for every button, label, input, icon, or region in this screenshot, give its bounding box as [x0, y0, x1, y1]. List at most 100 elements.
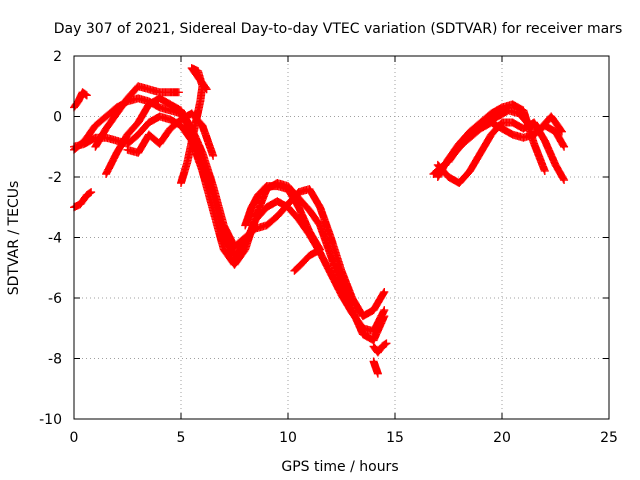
- series-3-segment-28: [369, 313, 388, 345]
- series-5-segment-5: [155, 94, 173, 108]
- series-0-markers: [70, 88, 91, 112]
- series-5-segment-15: [262, 213, 281, 230]
- series-9-end-marker: [382, 339, 391, 348]
- series-3-segment-23: [316, 221, 335, 259]
- series-14-segment-1: [455, 134, 473, 151]
- series-7-markers: [177, 64, 211, 187]
- y-tick-label: -8: [48, 352, 62, 368]
- series-8-segment-8: [306, 245, 325, 259]
- series-14-end-marker: [560, 142, 569, 151]
- x-tick-label: 0: [70, 430, 79, 446]
- series-7-segment-6: [187, 64, 210, 92]
- y-tick-label: -2: [48, 170, 62, 186]
- series-9-segment-2: [378, 340, 390, 351]
- series-2-segment-3: [102, 104, 120, 121]
- y-tick-label: -10: [39, 412, 62, 428]
- series-2-segment-2: [91, 113, 109, 130]
- series-0-segment-2: [78, 88, 90, 99]
- series-3-segment-26: [348, 306, 367, 337]
- series-5-segment-1: [112, 131, 131, 157]
- series-3-segment-21: [294, 194, 313, 214]
- series-5-segment-19: [305, 185, 324, 210]
- series-13-segment-0: [433, 160, 452, 180]
- series-5-end-marker: [380, 287, 389, 296]
- y-tick-label: -6: [48, 291, 62, 307]
- series-8-segment-0: [241, 204, 256, 230]
- series-8-end-marker: [290, 266, 299, 275]
- series-3-end-marker: [380, 312, 389, 321]
- y-axis-label: SDTVAR / TECUs: [6, 181, 22, 296]
- series-6-end-marker: [209, 151, 218, 160]
- series-5-segment-12: [230, 234, 248, 251]
- series-5-segment-6: [166, 100, 184, 114]
- series-6-segment-7: [198, 121, 217, 159]
- series-5-segment-20: [316, 203, 335, 241]
- series-5-segment-13: [241, 225, 259, 242]
- series-4-segment-3: [123, 83, 142, 103]
- series-5-segment-3: [134, 101, 153, 127]
- series-14-segment-5: [498, 124, 516, 138]
- series-3-segment-5: [123, 131, 141, 148]
- y-tick-label: 2: [53, 49, 62, 65]
- series-4-segment-2: [112, 95, 131, 118]
- series-0-end-marker: [82, 91, 91, 100]
- x-tick-label: 15: [386, 430, 404, 446]
- x-tick-label: 10: [279, 430, 297, 446]
- series-3-segment-22: [305, 206, 324, 229]
- series-13-segment-3: [465, 150, 484, 175]
- series-14-segment-10: [551, 127, 568, 150]
- series-9-segment-1: [373, 343, 386, 357]
- series-3-segment-25: [337, 281, 356, 313]
- series-13-end-marker: [560, 176, 569, 185]
- series-5-segment-2: [123, 119, 142, 139]
- series-4-markers: [91, 82, 183, 151]
- x-tick-label: 20: [493, 430, 511, 446]
- series-5-segment-24: [358, 306, 377, 321]
- series-10-markers: [369, 357, 382, 378]
- series-11-segment-11: [547, 112, 565, 135]
- series-12-segment-3: [465, 119, 484, 136]
- series-5-segment-10: [209, 182, 228, 228]
- series-5-segment-11: [219, 221, 238, 250]
- series-14-segment-4: [487, 118, 505, 132]
- x-tick-label: 5: [177, 430, 186, 446]
- series-4-segment-0: [91, 125, 110, 151]
- series-8-segment-10: [291, 260, 305, 274]
- series-8-segment-6: [294, 203, 313, 234]
- series-7-segment-1: [183, 129, 198, 166]
- series-9-markers: [369, 339, 391, 357]
- series-3-segment-17: [251, 186, 270, 221]
- series-6-segment-4: [166, 116, 184, 133]
- series-3-segment-6: [134, 119, 152, 139]
- series-8-segment-2: [254, 183, 270, 200]
- series-3-segment-12: [198, 167, 217, 213]
- series-14-markers: [444, 118, 569, 166]
- series-12-segment-9: [530, 139, 549, 174]
- series-12-end-marker: [540, 166, 549, 175]
- series-13-segment-2: [455, 168, 473, 187]
- series-5-segment-0: [102, 150, 121, 178]
- series-6-segment-3: [155, 125, 174, 148]
- series-13-segment-11: [551, 160, 568, 183]
- series-14-segment-2: [465, 125, 484, 142]
- series-10-end-marker: [373, 369, 382, 378]
- series-13-segment-4: [476, 131, 495, 157]
- y-tick-label: 0: [53, 110, 62, 126]
- series-12-segment-7: [508, 100, 527, 114]
- series-13-segment-10: [540, 136, 559, 168]
- series-12-segment-4: [476, 110, 495, 127]
- series-5-segment-25: [369, 289, 388, 315]
- series-14-segment-0: [444, 144, 463, 166]
- series-3-segment-15: [230, 246, 249, 269]
- series-5-segment-23: [348, 294, 367, 319]
- series-5-segment-21: [326, 233, 345, 274]
- series-13-markers: [433, 118, 569, 187]
- series-1-segment-2: [82, 188, 95, 200]
- series-8-segment-9: [297, 251, 314, 268]
- x-tick-label: 25: [600, 430, 618, 446]
- series-5-segment-16: [273, 201, 291, 221]
- x-axis-label: GPS time / hours: [281, 459, 398, 475]
